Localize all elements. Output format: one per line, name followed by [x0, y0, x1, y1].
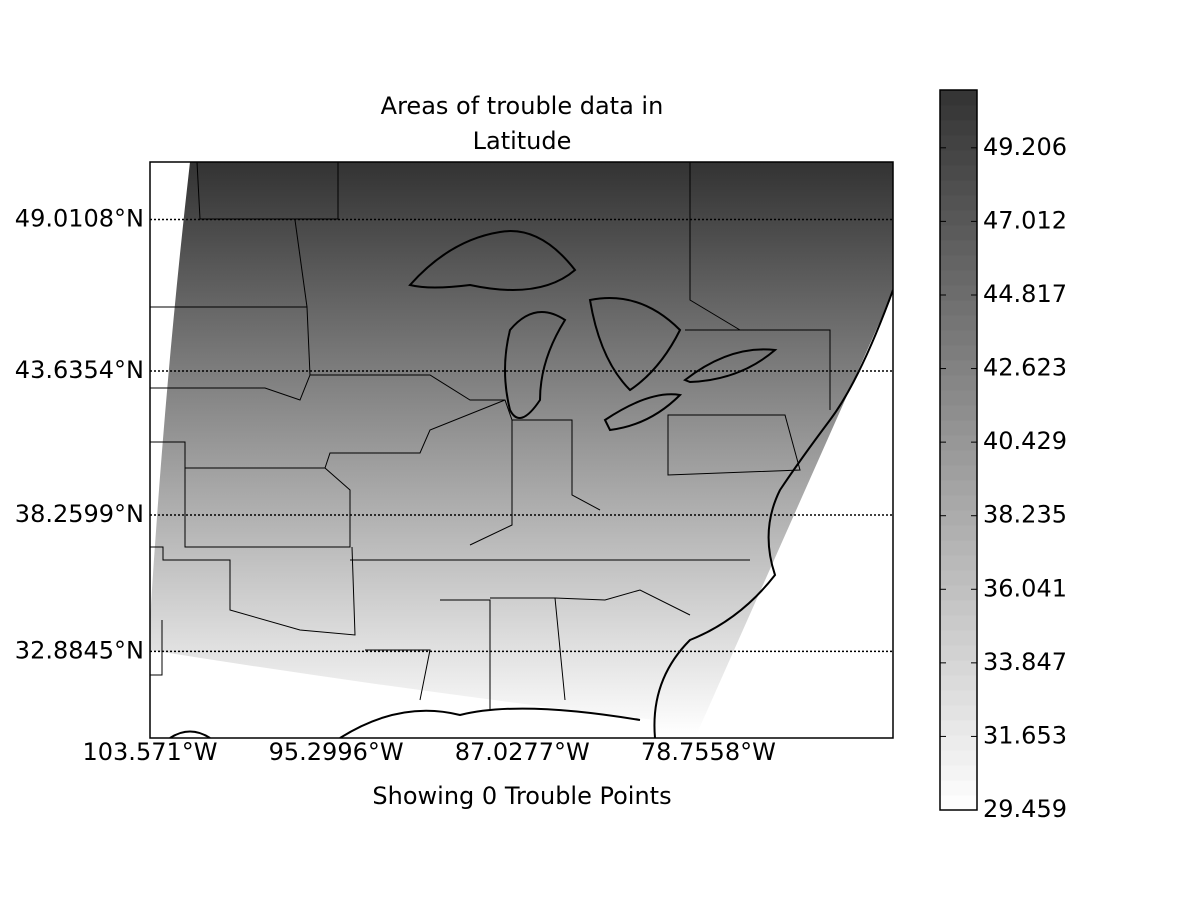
colorbar-band [940, 585, 977, 601]
colorbar-band [940, 465, 977, 481]
colorbar-band [940, 510, 977, 526]
colorbar-tick-label: 29.459 [983, 795, 1067, 823]
colorbar-band [940, 180, 977, 196]
colorbar-band [940, 630, 977, 646]
colorbar-band [940, 270, 977, 286]
x-tick-label: 103.571°W [83, 738, 218, 766]
coastline [169, 230, 893, 738]
map [150, 162, 893, 738]
colorbar-band [940, 600, 977, 616]
colorbar-band [940, 570, 977, 586]
y-tick-label: 32.8845°N [15, 636, 144, 664]
colorbar-tick-label: 49.206 [983, 133, 1067, 161]
colorbar-band [940, 225, 977, 241]
colorbar-band [940, 345, 977, 361]
colorbar-band [940, 735, 977, 751]
colorbar-band [940, 555, 977, 571]
colorbar-band [940, 435, 977, 451]
y-tick-label: 38.2599°N [15, 500, 144, 528]
colorbar-band [940, 315, 977, 331]
colorbar-tick-label: 38.235 [983, 501, 1067, 529]
colorbar-band [940, 705, 977, 721]
colorbar-tick-label: 44.817 [983, 280, 1067, 308]
map-frame [149, 161, 894, 739]
colorbar-band [940, 780, 977, 796]
colorbar-band [940, 495, 977, 511]
colorbar-band [940, 90, 977, 106]
colorbar-frame [939, 89, 978, 811]
colorbar-band [940, 750, 977, 766]
colorbar-tick-label: 42.623 [983, 354, 1067, 382]
y-tick-label: 43.6354°N [15, 356, 144, 384]
colorbar-band [940, 690, 977, 706]
colorbar-band [940, 120, 977, 136]
x-tick-label: 78.7558°W [641, 738, 776, 766]
colorbar-band [940, 480, 977, 496]
colorbar-band [940, 105, 977, 121]
colorbar-band [940, 645, 977, 661]
colorbar-tick-label: 40.429 [983, 427, 1067, 455]
colorbar-band [940, 540, 977, 556]
colorbar-band [940, 135, 977, 151]
colorbar-band [940, 420, 977, 436]
colorbar-band [940, 615, 977, 631]
y-tick-label: 49.0108°N [15, 204, 144, 232]
title-line: Areas of trouble data in [381, 92, 664, 120]
colorbar-band [940, 660, 977, 676]
colorbar-band [940, 255, 977, 271]
colorbar-band [940, 300, 977, 316]
latitude-field [150, 162, 893, 738]
colorbar-band [940, 150, 977, 166]
colorbar-tick-label: 47.012 [983, 206, 1067, 234]
x-axis-label: Showing 0 Trouble Points [372, 782, 671, 810]
colorbar-band [940, 525, 977, 541]
colorbar-band [940, 765, 977, 781]
x-tick-label: 87.0277°W [455, 738, 590, 766]
colorbar-tick-label: 33.847 [983, 648, 1067, 676]
colorbar-band [940, 375, 977, 391]
colorbar-band [940, 210, 977, 226]
colorbar-band [940, 165, 977, 181]
colorbar-band [940, 675, 977, 691]
colorbar-band [940, 360, 977, 376]
colorbar-band [940, 450, 977, 466]
x-tick-label: 95.2996°W [269, 738, 404, 766]
colorbar-band [940, 390, 977, 406]
colorbar-band [940, 330, 977, 346]
state-borders [150, 162, 831, 710]
colorbar-tick-label: 36.041 [983, 574, 1067, 602]
colorbar-band [940, 240, 977, 256]
colorbar-band [940, 195, 977, 211]
colorbar-band [940, 795, 977, 811]
title-line: Latitude [473, 127, 572, 155]
colorbar-band [940, 720, 977, 736]
colorbar-band [940, 285, 977, 301]
colorbar-tick-label: 31.653 [983, 721, 1067, 749]
colorbar [940, 90, 977, 811]
colorbar-band [940, 405, 977, 421]
